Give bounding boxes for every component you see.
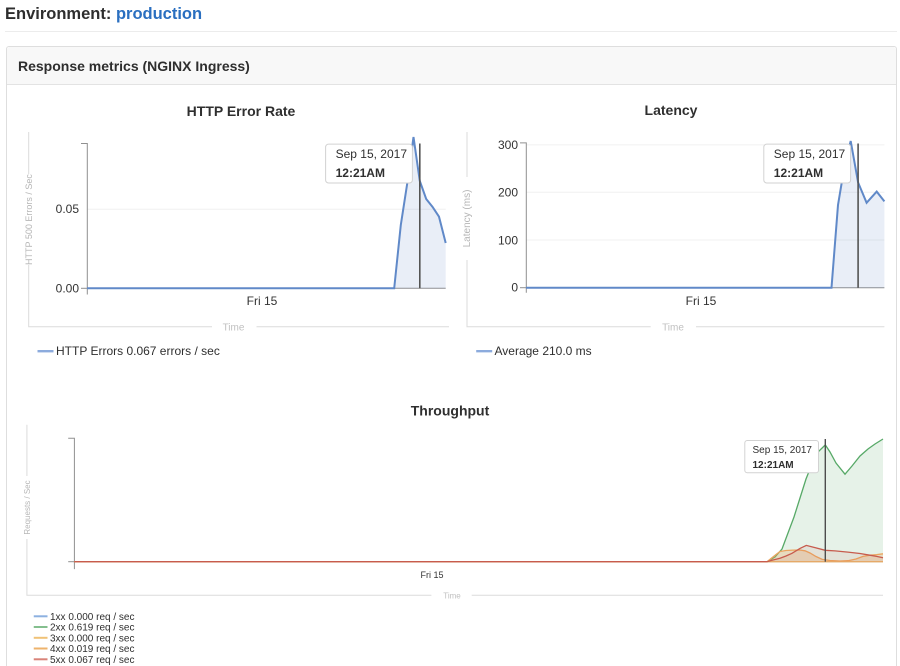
- svg-text:Latency (ms): Latency (ms): [462, 190, 473, 248]
- svg-text:HTTP Error Rate: HTTP Error Rate: [187, 103, 296, 119]
- svg-text:HTTP 500 Errors / Sec: HTTP 500 Errors / Sec: [24, 174, 34, 265]
- svg-text:Sep 15, 2017: Sep 15, 2017: [336, 147, 408, 161]
- svg-text:2xx 0.619 req / sec: 2xx 0.619 req / sec: [50, 623, 135, 634]
- svg-text:0.05: 0.05: [56, 202, 80, 216]
- svg-text:3xx 0.000 req / sec: 3xx 0.000 req / sec: [50, 633, 135, 644]
- svg-text:Sep 15, 2017: Sep 15, 2017: [774, 147, 846, 161]
- svg-text:Fri 15: Fri 15: [686, 294, 717, 308]
- svg-text:Time: Time: [443, 591, 461, 600]
- svg-text:HTTP Errors 0.067 errors / sec: HTTP Errors 0.067 errors / sec: [56, 344, 220, 358]
- svg-text:300: 300: [498, 138, 518, 152]
- svg-text:100: 100: [498, 233, 518, 247]
- svg-text:Time: Time: [223, 323, 245, 334]
- svg-text:200: 200: [498, 186, 518, 200]
- svg-text:12:21AM: 12:21AM: [774, 166, 823, 180]
- svg-text:Sep 15, 2017: Sep 15, 2017: [753, 445, 813, 456]
- svg-text:0.00: 0.00: [56, 281, 80, 295]
- svg-text:Average 210.0 ms: Average 210.0 ms: [495, 344, 592, 358]
- svg-text:Throughput: Throughput: [411, 403, 490, 419]
- svg-text:0: 0: [511, 281, 518, 295]
- svg-text:Fri 15: Fri 15: [247, 294, 278, 308]
- svg-text:12:21AM: 12:21AM: [336, 166, 385, 180]
- svg-text:Fri 15: Fri 15: [420, 570, 443, 580]
- svg-text:1xx 0.000 req / sec: 1xx 0.000 req / sec: [50, 612, 135, 623]
- svg-text:Latency: Latency: [645, 102, 698, 118]
- svg-text:Time: Time: [662, 323, 684, 334]
- svg-text:12:21AM: 12:21AM: [753, 460, 794, 471]
- svg-text:Requests / Sec: Requests / Sec: [23, 480, 32, 534]
- svg-text:5xx 0.067 req / sec: 5xx 0.067 req / sec: [50, 655, 135, 666]
- svg-text:4xx 0.019 req / sec: 4xx 0.019 req / sec: [50, 644, 135, 655]
